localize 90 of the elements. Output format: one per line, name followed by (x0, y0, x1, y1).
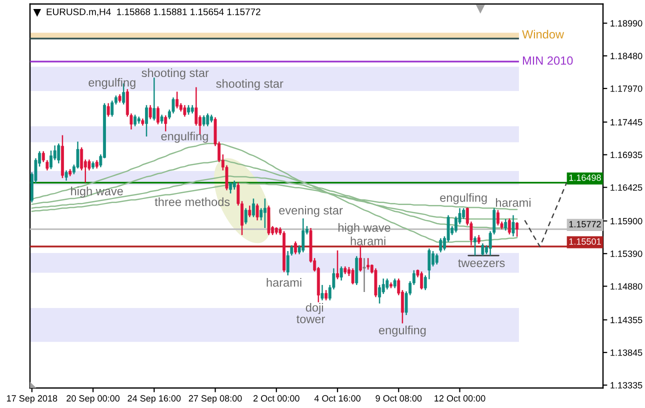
candlestick (156, 106, 160, 125)
x-tick-label: 17 Sep 2018 (7, 395, 58, 404)
x-tick-label: 9 Oct 08:00 (376, 395, 422, 402)
band-label: Window (522, 30, 564, 39)
candlestick (351, 268, 354, 285)
candlestick (420, 270, 424, 290)
candlestick (176, 91, 179, 109)
x-tick-label: 4 Oct 16:00 (314, 395, 360, 402)
candlestick (439, 238, 442, 253)
y-tick-label: 1.15390 (610, 250, 642, 257)
candlestick (187, 104, 190, 116)
candlestick (256, 203, 259, 221)
y-tick-label: 1.14355 (610, 316, 642, 324)
annotation: shooting star (142, 68, 209, 80)
candlestick (134, 114, 137, 127)
candlestick (324, 289, 328, 301)
y-tick-label: 1.16425 (610, 184, 642, 191)
candlestick (252, 198, 255, 218)
candlestick (382, 278, 385, 295)
annotation: tower (296, 315, 326, 324)
annotation: engulfing (440, 193, 487, 204)
ref-line-label: MIN 2010 (522, 56, 573, 65)
y-tick-label: 1.17970 (610, 85, 642, 92)
candlestick (110, 100, 114, 118)
candlestick (202, 114, 206, 127)
annotation: high wave (338, 223, 390, 234)
candlestick (432, 250, 434, 268)
candlestick (145, 104, 148, 138)
x-tick-label: 27 Sep 08:00 (188, 395, 242, 404)
candlestick (393, 278, 396, 289)
candlestick (248, 204, 252, 218)
candlestick (516, 222, 519, 238)
x-tick-label: 2 Oct 00:00 (254, 395, 300, 402)
annotation: tweezers (458, 259, 505, 268)
annotation: shooting star (216, 79, 284, 90)
annotation: high wave (71, 186, 123, 198)
y-tick-label: 1.18480 (610, 52, 642, 60)
candlestick (80, 146, 84, 172)
annotation: harami (266, 278, 302, 287)
y-tick-label: 1.15900 (610, 218, 642, 224)
candlestick (302, 218, 305, 253)
candlestick (474, 236, 476, 256)
y-tick-label: 1.13845 (610, 349, 642, 356)
candlestick (64, 170, 68, 182)
candlestick (148, 104, 152, 120)
candlestick (366, 257, 370, 270)
y-tick-label: 1.17445 (610, 119, 642, 126)
candlestick (206, 112, 210, 127)
y-tick-label: 1.13335 (610, 382, 642, 388)
candlestick (386, 278, 389, 290)
candlestick (183, 104, 186, 118)
ref-line-label: 1.16498 (569, 174, 601, 181)
y-tick-label: 1.14880 (610, 283, 642, 290)
candlestick (358, 244, 362, 272)
candlestick (462, 208, 466, 220)
candlestick (435, 252, 438, 266)
annotation: three methods (154, 197, 230, 206)
candlestick (164, 114, 168, 132)
x-tick-label: 24 Sep 16:00 (128, 395, 181, 404)
candlestick (294, 240, 297, 255)
candlestick (106, 102, 110, 118)
candlestick (336, 250, 339, 280)
annotation: evening star (279, 206, 343, 217)
annotation: engulfing (88, 78, 136, 89)
candlestick (50, 150, 52, 170)
annotation: harami (350, 236, 386, 246)
annotation: engulfing (378, 326, 426, 337)
candlestick (362, 257, 366, 293)
annotation: harami (496, 198, 530, 207)
candlestick (481, 242, 484, 256)
candlestick (229, 182, 232, 194)
candlestick (504, 218, 508, 232)
candlestick (263, 198, 266, 229)
candlestick (340, 266, 343, 282)
candlestick (320, 284, 324, 301)
candlestick (260, 208, 263, 221)
x-tick-label: 20 Sep 00:00 (66, 395, 120, 404)
annotation: doji (306, 303, 323, 314)
y-tick-label: 1.16935 (610, 152, 642, 158)
x-tick-label: 12 Oct 00:00 (434, 395, 486, 402)
candlestick (57, 142, 60, 164)
chart-title: EURUSD.m,H4 1.15868 1.15881 1.15654 1.15772 (46, 8, 260, 16)
annotation: engulfing (161, 132, 208, 143)
y-tick-label: 1.18990 (610, 20, 642, 27)
ref-line-label: 1.15772 (569, 220, 601, 228)
candlestick (496, 209, 500, 226)
ref-line-label: 1.15501 (569, 238, 601, 245)
candlestick (244, 208, 248, 225)
candlestick (512, 214, 515, 237)
candlestick (508, 218, 511, 236)
